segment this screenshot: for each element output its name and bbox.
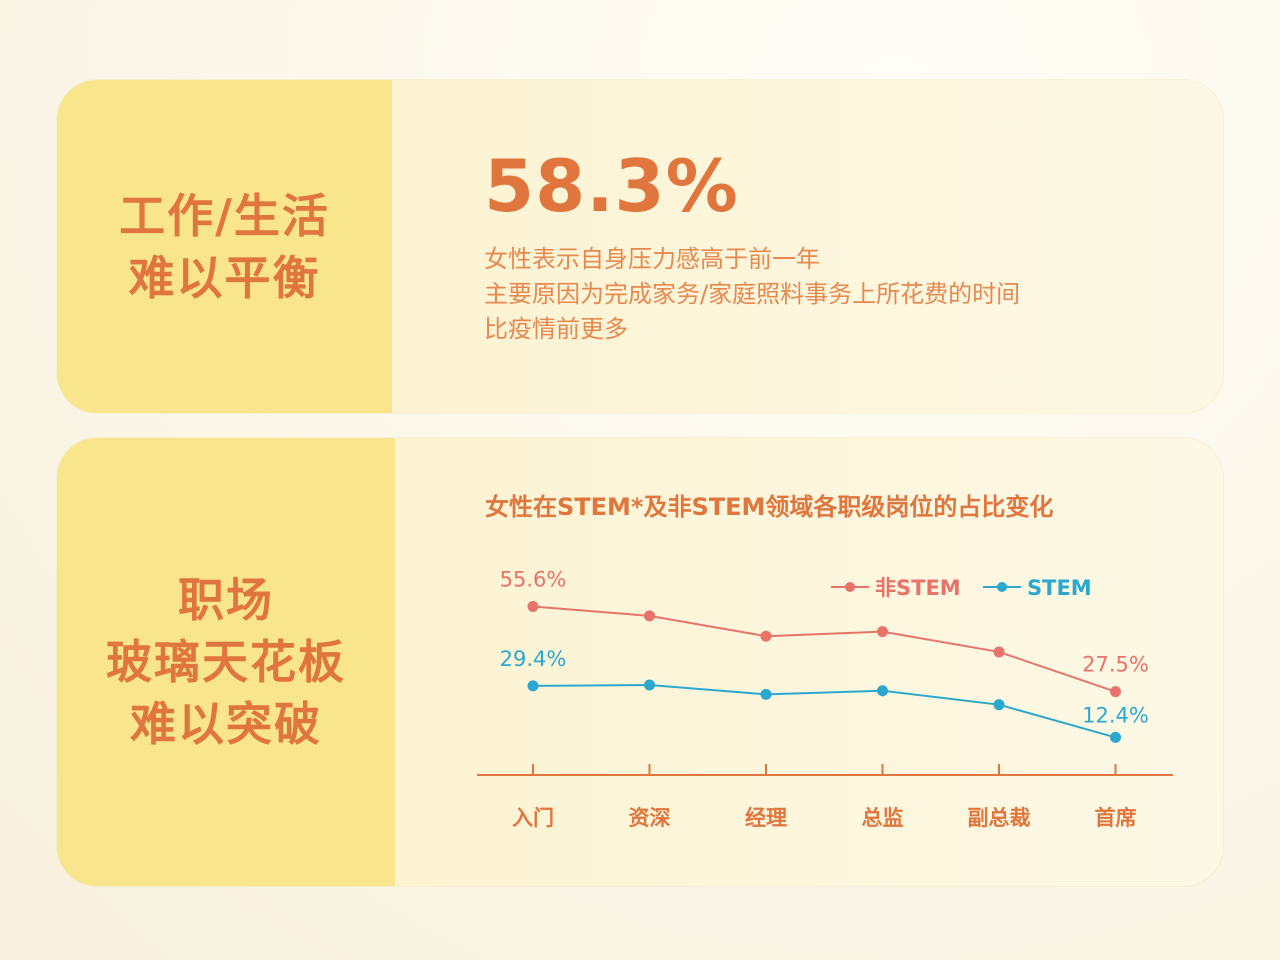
x-tick-label: 总监 <box>862 806 904 830</box>
data-label: 12.4% <box>1082 703 1149 727</box>
work-life-title-line: 难以平衡 <box>128 250 321 305</box>
work-life-side-panel: 工作/生活 难以平衡 <box>57 80 392 413</box>
work-life-card: 工作/生活 难以平衡 58.3% 女性表示自身压力感高于前一年 主要原因为完成家… <box>57 80 1223 413</box>
data-label: 55.6% <box>500 567 567 591</box>
data-point <box>760 630 772 642</box>
data-point <box>1110 731 1121 743</box>
stat-description-line: 主要原因为完成家务/家庭照料事务上所花费的时间 <box>484 280 1021 308</box>
chart-panel: 女性在STEM*及非STEM领域各职级岗位的占比变化 入门 资深 经理 总监 副总裁 首席… <box>395 438 1223 886</box>
data-point <box>993 699 1005 711</box>
data-point <box>877 626 888 638</box>
data-point <box>1110 686 1121 698</box>
chart-title: 女性在STEM*及非STEM领域各职级岗位的占比变化 <box>485 493 1053 521</box>
glass-ceiling-side-panel: 职场 玻璃天花板 难以突破 <box>57 438 395 886</box>
x-tick-label: 首席 <box>1095 806 1137 830</box>
x-tick-label: 资深 <box>629 806 671 830</box>
x-tick-label: 经理 <box>745 806 787 830</box>
data-point <box>993 646 1005 658</box>
data-point <box>527 600 539 612</box>
series-line-non-stem <box>532 605 1116 693</box>
line-chart: 女性在STEM*及非STEM领域各职级岗位的占比变化 入门 资深 经理 总监 副总裁 首席… <box>477 493 1173 830</box>
x-tick-label: 入门 <box>512 806 554 830</box>
data-point <box>644 610 655 622</box>
x-tick-label: 副总裁 <box>968 806 1031 830</box>
glass-ceiling-card: 职场 玻璃天花板 难以突破 女性在STEM*及非STEM领域各职级岗位的占比变化… <box>57 438 1223 886</box>
stat-value: 58.3% <box>484 144 739 228</box>
glass-ceiling-title-line: 职场 <box>178 573 274 627</box>
legend-swatch-dot <box>845 582 855 592</box>
glass-ceiling-title-line: 难以突破 <box>130 697 322 751</box>
legend-label: STEM <box>1027 576 1092 600</box>
data-point <box>527 680 539 692</box>
glass-ceiling-title-line: 玻璃天花板 <box>106 635 346 689</box>
stat-description-line: 比疫情前更多 <box>484 315 628 343</box>
work-life-title-line: 工作/生活 <box>119 188 330 243</box>
stat-description: 女性表示自身压力感高于前一年 主要原因为完成家务/家庭照料事务上所花费的时间 比… <box>484 242 1020 347</box>
series-line-stem <box>532 683 1116 739</box>
data-label: 29.4% <box>500 647 567 671</box>
legend-label: 非STEM <box>875 576 961 600</box>
data-label: 27.5% <box>1082 653 1149 677</box>
data-point <box>877 685 888 697</box>
data-point <box>644 679 655 691</box>
work-life-content: 58.3% 女性表示自身压力感高于前一年 主要原因为完成家务/家庭照料事务上所花… <box>392 80 1223 413</box>
legend-swatch-dot <box>997 582 1007 592</box>
stat-description-line: 女性表示自身压力感高于前一年 <box>484 245 820 273</box>
data-point <box>760 688 772 700</box>
